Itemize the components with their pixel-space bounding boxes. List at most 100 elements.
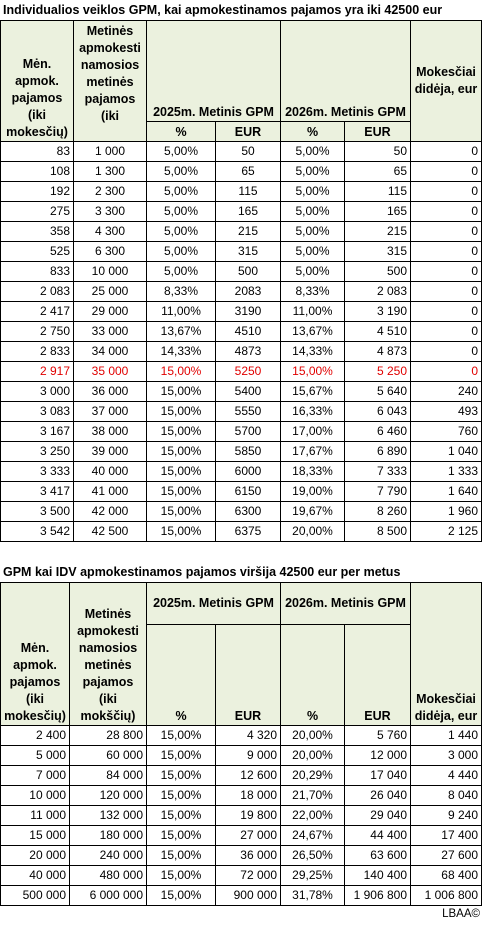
table-row: 83 1 000 5,00% 50 5,00% 50 0 <box>0 141 482 162</box>
table-cell: 40 000 <box>0 865 70 886</box>
table-cell: 3 333 <box>0 461 74 482</box>
table-cell: 1 906 800 <box>344 885 411 906</box>
table-row: 3 417 41 000 15,00% 6150 19,00% 7 790 1 640 <box>0 481 482 502</box>
table-cell: 38 000 <box>73 421 147 442</box>
table-row: 15 000 180 000 15,00% 27 000 24,67% 44 400 17 … <box>0 825 482 846</box>
table-cell: 5,00% <box>146 221 216 242</box>
table-cell: 7 000 <box>0 765 70 786</box>
footer: LBAA© <box>442 908 480 920</box>
table-cell: 1 000 <box>73 141 147 162</box>
table: Mėn. apmok. pajamos (iki mokesčių) Metin… <box>0 582 482 906</box>
table-cell: 37 000 <box>73 401 147 422</box>
table-cell: 10 000 <box>73 261 147 282</box>
table-cell: 17 040 <box>344 765 411 786</box>
table-row: 3 500 42 000 15,00% 6300 19,67% 8 260 1 960 <box>0 501 482 522</box>
table-cell: 18 000 <box>215 785 281 806</box>
table-cell: 15,00% <box>280 361 345 382</box>
table-cell: 6 000 000 <box>69 885 147 906</box>
table-cell: 36 000 <box>215 845 281 866</box>
table-cell: 3 250 <box>0 441 74 462</box>
table-cell: 15,00% <box>146 765 216 786</box>
table-cell: 115 <box>215 181 281 202</box>
table-cell: 215 <box>344 221 411 242</box>
table-cell: 180 000 <box>69 825 147 846</box>
table-cell: 15,00% <box>146 725 216 746</box>
table-cell: 15,00% <box>146 521 216 542</box>
table-cell: 15,00% <box>146 745 216 766</box>
table-cell: 15,00% <box>146 825 216 846</box>
table-cell: 8,33% <box>280 281 345 302</box>
table-cell: 21,70% <box>280 785 345 806</box>
table-cell: 19,00% <box>280 481 345 502</box>
table-cell: 165 <box>344 201 411 222</box>
header-cell: EUR <box>344 120 411 143</box>
table-cell: 15 000 <box>0 825 70 846</box>
header-cell: 2025m. Metinis GPM <box>146 582 281 625</box>
table-cell: 26 040 <box>344 785 411 806</box>
table-cell: 17,67% <box>280 441 345 462</box>
table-cell: 6 300 <box>73 241 147 262</box>
table-cell: 5,00% <box>146 161 216 182</box>
table-row: 2 917 35 000 15,00% 5250 15,00% 5 250 0 <box>0 361 482 382</box>
table-row: 192 2 300 5,00% 115 5,00% 115 0 <box>0 181 482 202</box>
table-cell: 0 <box>410 361 482 382</box>
table-cell: 2 750 <box>0 321 74 342</box>
table-cell: 42 000 <box>73 501 147 522</box>
table-cell: 50 <box>215 141 281 162</box>
table-cell: 63 600 <box>344 845 411 866</box>
table-cell: 115 <box>344 181 411 202</box>
table-cell: 5,00% <box>280 201 345 222</box>
table-cell: 16,33% <box>280 401 345 422</box>
table-cell: 7 333 <box>344 461 411 482</box>
table-row: 3 250 39 000 15,00% 5850 17,67% 6 890 1 040 <box>0 441 482 462</box>
table-body: 2 400 28 800 15,00% 4 320 20,00% 5 760 1 440 5 … <box>0 725 482 906</box>
table-cell: 525 <box>0 241 74 262</box>
table-cell: 6 460 <box>344 421 411 442</box>
table-cell: 500 <box>215 261 281 282</box>
table-cell: 1 333 <box>410 461 482 482</box>
header-cell: EUR <box>344 624 411 726</box>
table-cell: 480 000 <box>69 865 147 886</box>
table-cell: 3 000 <box>0 381 74 402</box>
table-cell: 27 000 <box>215 825 281 846</box>
table-cell: 20,29% <box>280 765 345 786</box>
table-cell: 3 542 <box>0 521 74 542</box>
table-cell: 8 500 <box>344 521 411 542</box>
table-cell: 44 400 <box>344 825 411 846</box>
table-cell: 500 000 <box>0 885 70 906</box>
table-row: 5 000 60 000 15,00% 9 000 20,00% 12 000 3 000 <box>0 745 482 766</box>
table-cell: 5,00% <box>280 241 345 262</box>
table-cell: 315 <box>344 241 411 262</box>
table-cell: 1 440 <box>410 725 482 746</box>
table-cell: 6300 <box>215 501 281 522</box>
table-cell: 11 000 <box>0 805 70 826</box>
table-cell: 31,78% <box>280 885 345 906</box>
table-cell: 132 000 <box>69 805 147 826</box>
table-cell: 83 <box>0 141 74 162</box>
table-cell: 1 300 <box>73 161 147 182</box>
table-row: 2 833 34 000 14,33% 4873 14,33% 4 873 0 <box>0 341 482 362</box>
table-cell: 833 <box>0 261 74 282</box>
table-cell: 10 000 <box>0 785 70 806</box>
table-cell: 5,00% <box>280 181 345 202</box>
table-row: 833 10 000 5,00% 500 5,00% 500 0 <box>0 261 482 282</box>
table-cell: 9 240 <box>410 805 482 826</box>
table-cell: 20,00% <box>280 745 345 766</box>
table-cell: 493 <box>410 401 482 422</box>
table-cell: 6000 <box>215 461 281 482</box>
table-cell: 50 <box>344 141 411 162</box>
table-cell: 72 000 <box>215 865 281 886</box>
table-cell: 2 417 <box>0 301 74 322</box>
table-row: 2 400 28 800 15,00% 4 320 20,00% 5 760 1 440 <box>0 725 482 746</box>
table-cell: 0 <box>410 281 482 302</box>
table-cell: 8 260 <box>344 501 411 522</box>
table-cell: 7 790 <box>344 481 411 502</box>
table-cell: 29,25% <box>280 865 345 886</box>
table-cell: 3 083 <box>0 401 74 422</box>
table-cell: 15,00% <box>146 461 216 482</box>
table-cell: 108 <box>0 161 74 182</box>
table-cell: 3 417 <box>0 481 74 502</box>
table-cell: 358 <box>0 221 74 242</box>
table-cell: 15,00% <box>146 401 216 422</box>
